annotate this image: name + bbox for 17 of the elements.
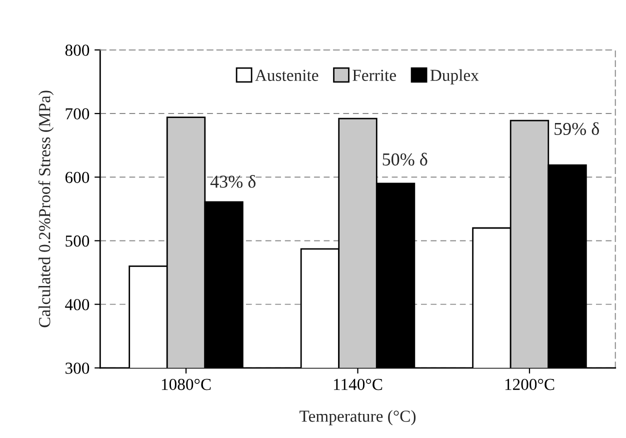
y-tick-label: 800	[65, 44, 90, 56]
x-tick-label: 1200°C	[505, 378, 554, 390]
legend-label: Duplex	[430, 69, 479, 84]
x-tick-label: 1080°C	[162, 378, 211, 390]
x-axis-title: Temperature (°C)	[300, 410, 416, 426]
y-tick-label: 300	[66, 362, 90, 374]
x-tick-label: 1140°C	[334, 378, 382, 390]
y-axis-title: Calculated 0.2%Proof Stress (MPa)	[38, 90, 54, 328]
legend-label: Ferrite	[352, 70, 396, 81]
annotation: 50% δ	[382, 152, 428, 166]
legend-label: Austenite	[255, 70, 318, 81]
y-tick-label: 700	[66, 108, 90, 120]
y-tick-label: 400	[65, 299, 90, 310]
annotation: 59% δ	[554, 122, 599, 136]
y-tick-label: 500	[66, 235, 90, 247]
annotation: 43% δ	[210, 174, 256, 188]
y-tick-label: 600	[65, 172, 90, 184]
